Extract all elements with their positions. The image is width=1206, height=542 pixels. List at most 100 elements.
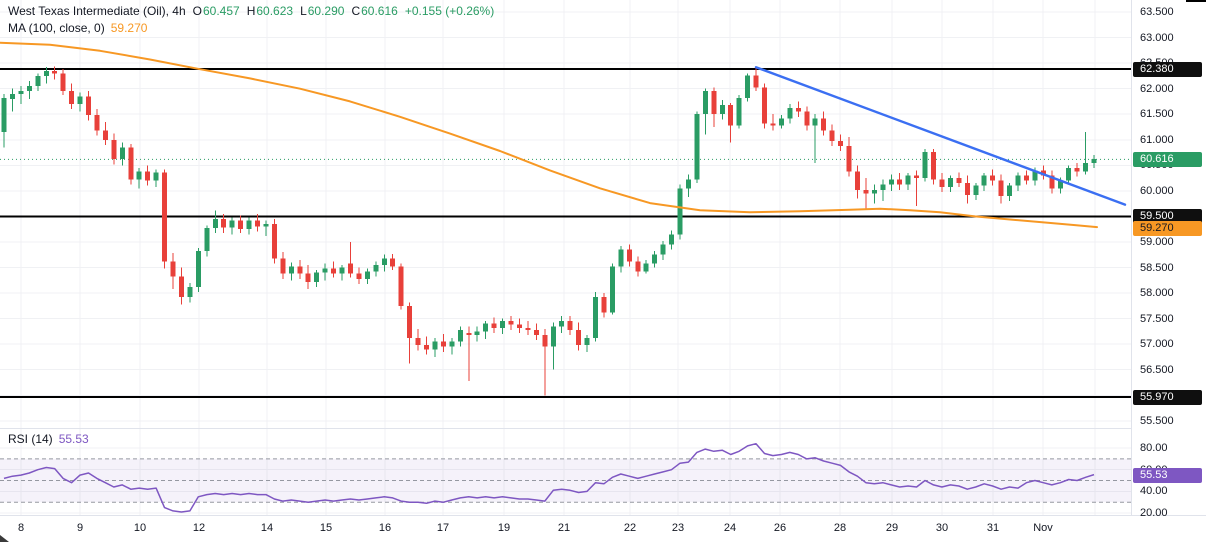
rsi-line[interactable] — [3, 442, 1095, 513]
candle-body — [854, 171, 860, 190]
candle-body — [356, 273, 362, 279]
candle-body — [964, 183, 970, 195]
candle-body — [398, 266, 404, 306]
ma-indicator-label[interactable]: MA (100, close, 0) — [8, 21, 105, 35]
candle-body — [212, 218, 218, 229]
candle-body — [745, 75, 751, 98]
candle-body — [956, 178, 962, 184]
time-tick-label: 15 — [319, 522, 333, 534]
candle-body — [1015, 175, 1021, 186]
candle-body — [635, 261, 641, 272]
candle-body — [60, 73, 66, 92]
candle-body — [542, 334, 548, 347]
rsi-legend: RSI (14) 55.53 — [8, 432, 89, 446]
price-pane[interactable]: West Texas Intermediate (Oil), 4h O60.457… — [0, 0, 1131, 428]
candle-body — [162, 172, 168, 262]
time-tick-label: 17 — [436, 522, 450, 534]
candle-body — [778, 118, 784, 126]
candle-body — [584, 338, 590, 346]
candle-body — [871, 189, 877, 194]
rsi-pane-canvas[interactable] — [0, 428, 1131, 515]
candle-body — [128, 147, 134, 180]
rsi-indicator-label[interactable]: RSI (14) — [8, 432, 53, 446]
candle-body — [914, 175, 920, 179]
candle-body — [1023, 175, 1029, 181]
candle-body — [280, 258, 286, 274]
candle-body — [838, 140, 844, 146]
rsi-gridlines — [0, 428, 1131, 515]
symbol-title[interactable]: West Texas Intermediate (Oil), 4h — [8, 4, 186, 18]
candle-body — [973, 185, 979, 195]
candle-body — [111, 139, 117, 160]
rsi-pane[interactable]: RSI (14) 55.53 — [0, 428, 1131, 515]
price-tick-label: 58.500 — [1140, 261, 1174, 274]
clipped-price-label-fragment — [1186, 0, 1206, 2]
candle-body — [43, 70, 49, 76]
ohlc-label: O — [192, 4, 202, 18]
candle-body — [795, 108, 801, 112]
candle-body — [195, 251, 201, 287]
price-level-badge: 60.616 — [1133, 152, 1202, 168]
candle-body — [119, 147, 125, 160]
candle-body — [981, 175, 987, 186]
trendline[interactable] — [754, 65, 1127, 206]
price-level-badge: 59.500 — [1133, 209, 1202, 225]
ohlc-value: 60.290 — [307, 4, 345, 18]
candle-body — [821, 118, 827, 131]
candle-body — [550, 326, 556, 347]
candle-body — [897, 179, 903, 185]
rsi-value-badge: 55.53 — [1133, 467, 1202, 483]
legend-row-symbol: West Texas Intermediate (Oil), 4h O60.457… — [8, 3, 494, 20]
candle-body — [618, 249, 624, 267]
time-axis[interactable]: 8 9 10 12 14 15 16 17 19 21 22 23 24 26 28 29 30 31 Nov — [0, 515, 1206, 542]
candle-body — [449, 341, 455, 347]
candle-body — [516, 324, 522, 328]
candle-body — [939, 179, 945, 187]
candle-body — [559, 321, 565, 327]
main-legend: West Texas Intermediate (Oil), 4h O60.457… — [8, 3, 494, 37]
candles-layer[interactable] — [1, 66, 1097, 396]
candle-body — [888, 179, 894, 185]
candle-body — [660, 244, 666, 255]
price-tick-label: 62.000 — [1140, 82, 1174, 95]
candle-body — [440, 341, 446, 347]
candle-body — [576, 329, 582, 346]
change-value: +0.155 (+0.26%) — [404, 4, 495, 18]
rsi-tick-label: 80.00 — [1140, 442, 1168, 455]
candle-body — [508, 321, 514, 325]
candle-body — [373, 264, 379, 272]
time-tick-label: 22 — [623, 522, 637, 534]
candle-body — [432, 341, 438, 350]
candle-body — [1083, 162, 1089, 172]
rsi-value: 55.53 — [58, 432, 89, 446]
time-tick-label: 14 — [260, 522, 274, 534]
time-tick-label: 31 — [986, 522, 1000, 534]
ohlc-label: L — [300, 4, 307, 18]
ohlc-value: 60.623 — [256, 4, 294, 18]
price-pane-canvas[interactable] — [0, 0, 1131, 428]
candle-body — [804, 111, 810, 126]
candle-body — [102, 130, 108, 140]
time-tick-label: 16 — [378, 522, 392, 534]
price-axis[interactable]: 63.50063.00062.50062.00061.50061.00060.5… — [1131, 0, 1206, 519]
candle-body — [863, 189, 869, 194]
ohlc-label: H — [246, 4, 256, 18]
ma-line[interactable] — [0, 41, 1098, 229]
candle-body — [753, 75, 759, 88]
candle-body — [762, 87, 767, 124]
legend-row-ma: MA (100, close, 0) 59.270 — [8, 20, 494, 37]
key-level-lines[interactable] — [0, 68, 1131, 398]
time-tick-label: 19 — [497, 522, 511, 534]
candle-body — [947, 178, 953, 187]
price-tick-label: 59.000 — [1140, 235, 1174, 248]
candle-body — [669, 234, 675, 245]
time-tick-label: 8 — [17, 522, 25, 534]
candle-body — [500, 321, 506, 328]
candle-body — [94, 115, 100, 131]
candle-body — [770, 123, 776, 126]
pane-separator[interactable] — [0, 428, 1206, 429]
candle-body — [601, 297, 607, 313]
time-tick-label: 12 — [192, 522, 206, 534]
candle-body — [846, 145, 852, 172]
